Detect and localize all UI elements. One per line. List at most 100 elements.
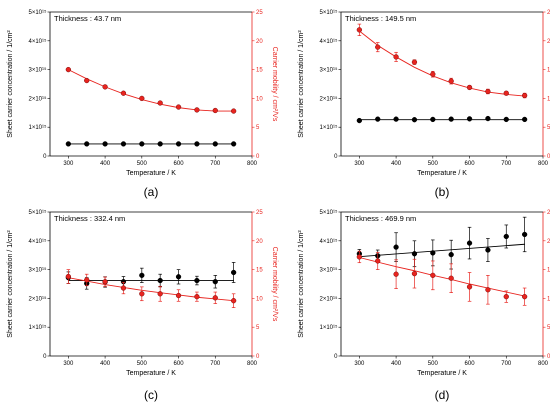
y-left-tick-label: 2×10¹⁵ [29,295,48,302]
data-point [120,90,127,96]
data-point [393,271,399,277]
fit-line [359,243,525,258]
data-point [411,251,418,257]
x-axis-label: Temperature / K [126,170,176,177]
data-point [521,294,528,300]
data-point [356,254,363,260]
data-point [175,104,182,110]
data-point [84,141,90,147]
y-right-tick-label: 15 [547,268,550,274]
panel-2: 300 400 500 600 700 80001×10¹⁵2×10¹⁵3×10¹⁵4×1… [298,9,550,199]
data-point [411,59,418,65]
x-tick-label: 300 [354,361,365,367]
data-point [212,279,218,285]
data-point [393,54,399,60]
data-point [375,44,381,50]
data-point [212,141,218,147]
thickness-annotation: Thickness : 469.9 nm [345,214,416,223]
y-left-tick-label: 2×10¹⁵ [320,95,339,102]
y-right-tick-label: 5 [256,325,260,331]
x-tick-label: 500 [428,361,439,367]
data-point [485,115,491,122]
y-right-axis-label: Carrier mobility / cm²/Vs [271,247,278,322]
x-tick-label: 500 [137,161,148,167]
y-left-tick-label: 5×10¹⁵ [29,9,48,16]
panel-1: 300 400 500 600 700 80001×10¹⁵2×10¹⁵3×10¹⁵4×1… [7,9,278,199]
data-point [230,141,237,147]
x-tick-label: 400 [391,161,402,167]
y-left-tick-label: 4×10¹⁵ [320,38,339,45]
data-point [139,272,145,279]
y-left-tick-label: 5×10¹⁵ [320,9,339,16]
data-point [65,66,72,73]
thickness-annotation: Thickness : 149.5 nm [345,14,416,23]
y-right-tick-label: 25 [547,10,550,16]
series-black [65,262,237,290]
data-point [503,116,509,123]
fit-line [68,277,234,302]
data-point [157,100,163,106]
data-point [175,274,182,280]
y-left-axis-label: Sheet carrier concentration / 1/cm² [7,230,14,338]
data-point [466,116,473,122]
data-point [139,95,145,102]
data-point [393,244,399,250]
data-point [430,116,436,123]
data-point [139,291,145,297]
x-axis-label: Temperature / K [417,370,467,377]
x-tick-label: 300 [63,361,74,367]
y-right-tick-label: 20 [547,39,550,45]
y-left-tick-label: 1×10¹⁵ [320,124,339,131]
series-red [65,66,237,114]
data-point [194,141,200,147]
y-left-tick-label: 2×10¹⁵ [29,95,48,102]
data-point [430,250,436,256]
y-right-tick-label: 20 [256,239,263,245]
data-point [375,116,381,122]
data-point [485,88,491,95]
data-point [466,84,473,91]
data-point [120,141,127,147]
data-point [411,270,418,277]
data-point [102,84,108,90]
data-point [393,116,399,122]
x-tick-label: 800 [247,161,258,167]
data-point [157,277,163,284]
data-point [448,251,454,258]
x-tick-label: 700 [210,361,221,367]
data-point [84,77,90,84]
x-tick-label: 600 [174,361,185,367]
data-point [102,141,108,147]
y-right-tick-label: 10 [547,296,550,302]
y-left-tick-label: 1×10¹⁵ [29,324,48,331]
data-point [448,275,454,281]
data-point [139,141,145,147]
panel-4: 300 400 500 600 700 80001×10¹⁵2×10¹⁵3×10¹⁵4×1… [298,209,550,402]
data-point [157,291,163,297]
data-point [503,294,509,300]
data-point [503,233,509,240]
y-right-tick-label: 15 [547,68,550,74]
y-right-tick-label: 15 [256,68,263,74]
data-point [521,231,528,238]
panel-3: 300 400 500 600 700 80001×10¹⁵2×10¹⁵3×10¹⁵4×1… [7,209,278,402]
y-left-axis-label: Sheet carrier concentration / 1/cm² [7,30,14,138]
data-point [175,292,182,299]
series-red [356,23,528,99]
data-point [466,284,473,290]
data-point [65,141,72,147]
data-point [356,27,363,33]
y-right-tick-label: 5 [547,125,550,131]
y-right-tick-label: 0 [256,154,260,160]
x-tick-label: 800 [247,361,258,367]
y-right-tick-label: 0 [547,154,550,160]
y-left-tick-label: 2×10¹⁵ [320,295,339,302]
x-tick-label: 800 [538,361,549,367]
panel-caption: (d) [435,388,450,402]
y-right-tick-label: 20 [256,39,263,45]
data-point [466,240,473,246]
y-left-axis-label: Sheet carrier concentration / 1/cm² [298,230,305,338]
y-left-tick-label: 3×10¹⁵ [29,267,48,274]
y-right-tick-label: 15 [256,268,263,274]
y-left-axis-label: Sheet carrier concentration / 1/cm² [298,30,305,138]
